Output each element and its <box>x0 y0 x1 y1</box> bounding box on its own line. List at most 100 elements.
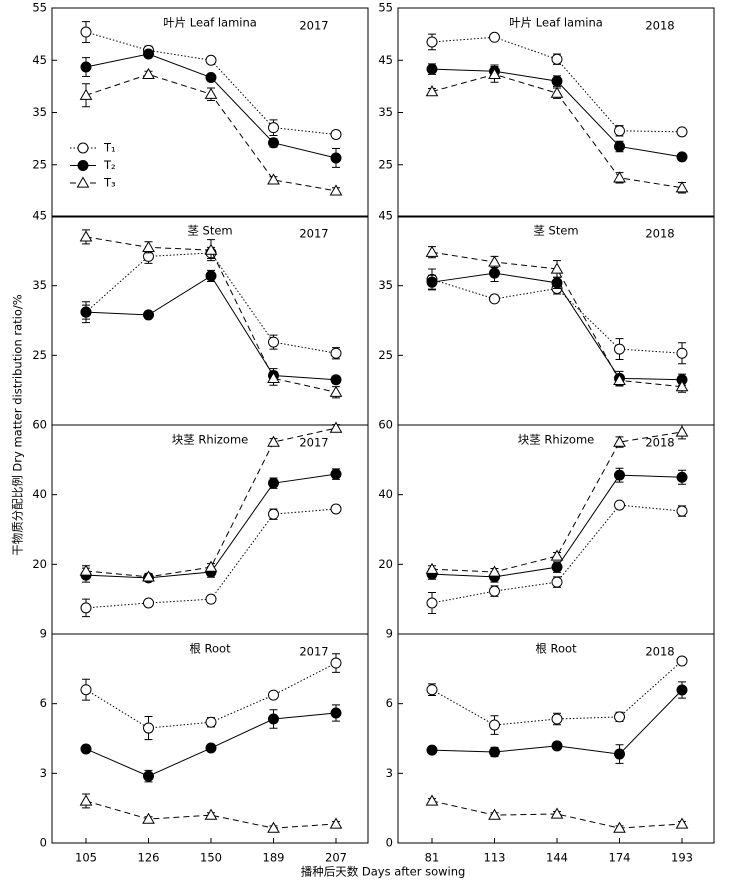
y-tick-label: 25 <box>378 348 393 362</box>
x-tick-label: 105 <box>75 851 97 865</box>
marker <box>614 711 625 723</box>
y-tick-label: 25 <box>32 157 47 171</box>
y-tick-label: 6 <box>40 696 47 710</box>
marker <box>488 565 501 577</box>
y-tick-label: 3 <box>40 766 47 780</box>
marker <box>142 570 155 582</box>
marker <box>80 26 92 38</box>
panel-title: 根 Root <box>189 642 231 656</box>
marker <box>205 593 217 605</box>
marker <box>675 425 689 437</box>
marker <box>79 564 93 576</box>
marker <box>79 88 93 100</box>
marker <box>205 54 217 66</box>
marker <box>142 812 155 824</box>
panel-year: 2018 <box>645 436 674 450</box>
marker <box>675 380 689 392</box>
marker <box>267 435 280 447</box>
y-tick-label: 60 <box>378 418 393 432</box>
marker <box>204 808 218 820</box>
marker <box>268 336 279 348</box>
series-line <box>85 53 337 159</box>
marker <box>489 31 500 43</box>
x-tick-label: 81 <box>425 851 440 865</box>
y-tick-label: 20 <box>32 557 47 571</box>
marker <box>425 85 439 97</box>
marker <box>80 61 92 73</box>
marker <box>204 87 218 99</box>
plot-frame <box>397 633 715 844</box>
marker <box>330 128 342 140</box>
marker <box>204 243 218 255</box>
panel-year: 2017 <box>299 645 328 659</box>
marker <box>676 505 688 517</box>
marker <box>330 468 342 480</box>
marker <box>330 503 342 515</box>
x-tick-label: 193 <box>671 851 693 865</box>
marker <box>613 821 626 833</box>
marker <box>267 821 280 833</box>
y-tick-label: 60 <box>32 418 47 432</box>
y-tick-label: 35 <box>378 278 393 292</box>
marker <box>551 561 563 573</box>
plot-frame <box>51 633 369 844</box>
series-line <box>85 252 337 354</box>
panel-title: 茎 Stem <box>533 224 578 238</box>
marker <box>205 742 217 754</box>
marker <box>425 794 439 806</box>
y-tick-label: 35 <box>32 278 47 292</box>
marker <box>613 171 626 183</box>
marker <box>488 67 501 79</box>
marker <box>488 255 501 267</box>
marker <box>489 267 500 279</box>
panel-title: 块茎 Rhizome <box>172 433 248 447</box>
y-tick-label: 35 <box>378 105 393 119</box>
marker <box>329 184 343 196</box>
legend-label: T₃ <box>103 176 116 190</box>
x-tick-label: 144 <box>546 851 568 865</box>
x-tick-label: 113 <box>484 851 506 865</box>
series-line <box>431 431 683 573</box>
marker <box>676 471 688 483</box>
marker <box>142 240 155 252</box>
marker <box>268 508 279 520</box>
marker <box>268 689 279 701</box>
x-tick-label: 150 <box>200 851 222 865</box>
y-axis-label: 干物质分配比例 Dry matter distribution ratio/% <box>11 294 25 556</box>
y-tick-label: 55 <box>378 1 393 15</box>
y-tick-label: 3 <box>386 766 393 780</box>
marker <box>79 794 93 806</box>
marker <box>329 421 343 433</box>
marker <box>614 125 625 137</box>
marker <box>80 684 92 696</box>
marker <box>142 67 155 79</box>
marker <box>268 137 279 149</box>
marker <box>143 770 154 782</box>
x-tick-label: 189 <box>263 851 285 865</box>
y-tick-label: 45 <box>378 209 393 223</box>
series-line <box>85 31 337 135</box>
plot-frame <box>397 215 715 426</box>
panel-title: 叶片 Leaf lamina <box>509 16 603 30</box>
marker <box>143 309 154 321</box>
marker <box>676 347 688 359</box>
panel-title: 块茎 Rhizome <box>518 433 594 447</box>
panel-title: 叶片 Leaf lamina <box>163 16 257 30</box>
marker <box>80 306 92 318</box>
marker <box>489 719 500 731</box>
marker <box>426 744 438 756</box>
marker <box>551 277 563 289</box>
marker <box>76 176 90 188</box>
panel-year: 2017 <box>299 19 328 33</box>
marker <box>614 469 625 481</box>
marker <box>614 499 625 511</box>
marker <box>329 817 343 829</box>
panel-year: 2018 <box>645 645 674 659</box>
marker <box>205 716 217 728</box>
marker <box>614 140 625 152</box>
series-line <box>85 800 337 829</box>
marker <box>268 122 279 134</box>
marker <box>489 585 500 597</box>
marker <box>77 160 89 171</box>
marker <box>143 722 154 734</box>
